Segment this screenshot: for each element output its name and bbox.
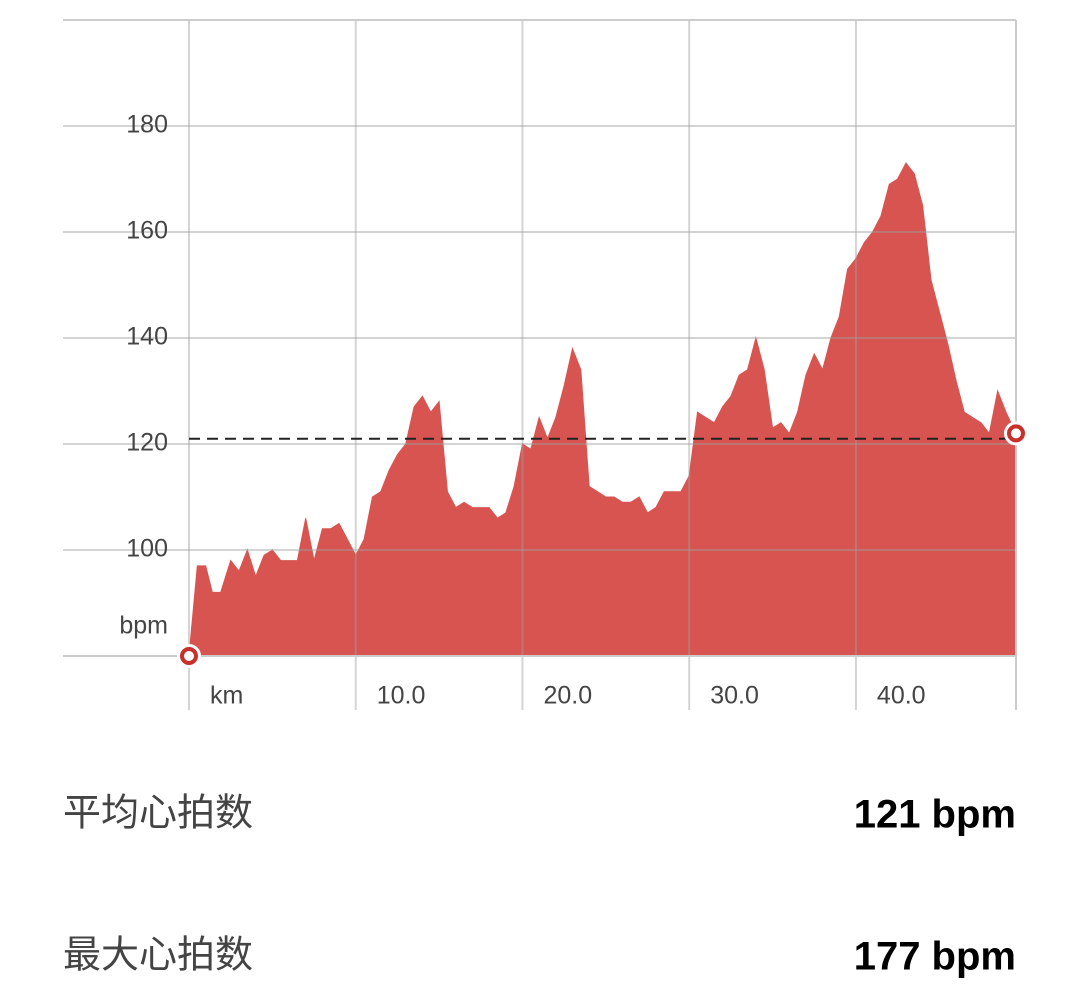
y-tick-label: 160 xyxy=(126,217,168,245)
y-tick-label: 180 xyxy=(126,111,168,139)
y-tick-label: 120 xyxy=(126,429,168,457)
end-marker xyxy=(1007,424,1025,443)
x-tick-label: 30.0 xyxy=(710,682,759,710)
x-tick-label: 10.0 xyxy=(377,682,426,710)
end-marker xyxy=(180,647,198,665)
x-tick-label: 40.0 xyxy=(877,682,926,710)
area-base xyxy=(189,163,1016,656)
stat-value: 121 bpm xyxy=(854,793,1016,837)
stat-label: 平均心拍数 xyxy=(63,791,253,835)
stat-label: 最大心拍数 xyxy=(63,933,253,977)
x-tick-label: 20.0 xyxy=(543,682,592,710)
y-tick-label: 140 xyxy=(126,323,168,351)
area-line xyxy=(188,162,1017,657)
y-tick-label: 100 xyxy=(126,535,168,563)
x-tick-label: km xyxy=(210,682,243,710)
stat-value: 177 bpm xyxy=(854,935,1016,979)
y-axis-label: bpm xyxy=(119,612,168,640)
